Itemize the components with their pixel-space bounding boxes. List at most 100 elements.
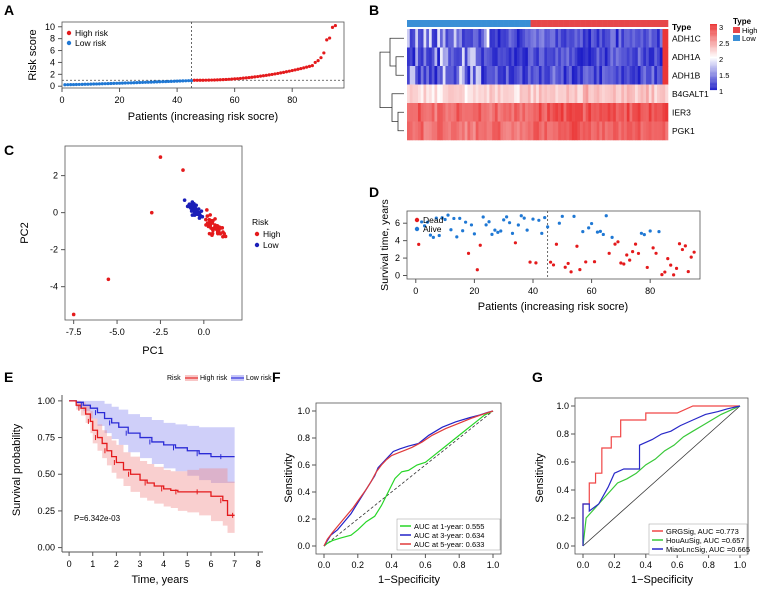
heatmap-cell bbox=[483, 84, 487, 104]
alive-point bbox=[484, 223, 488, 227]
legend-label-dead: Dead bbox=[423, 215, 444, 225]
heatmap-cell bbox=[470, 29, 474, 48]
dead-point bbox=[654, 251, 658, 255]
heatmap-cell bbox=[555, 47, 559, 67]
colorbar-segment bbox=[710, 46, 717, 48]
panel-a-points bbox=[62, 22, 344, 88]
colorbar-segment bbox=[710, 77, 717, 80]
heatmap-cell bbox=[569, 84, 573, 104]
heatmap-cell bbox=[577, 121, 581, 141]
heatmap-cell bbox=[437, 66, 441, 85]
heatmap-cell bbox=[511, 47, 515, 67]
heatmap-cell bbox=[472, 84, 476, 104]
heatmap-cell bbox=[464, 66, 468, 85]
heatmap-cell bbox=[417, 103, 422, 122]
heatmap-cell bbox=[489, 84, 493, 104]
alive-point bbox=[510, 231, 515, 235]
heatmap-cell bbox=[607, 47, 611, 67]
diagonal-reference-line bbox=[582, 405, 741, 547]
high-risk-point bbox=[244, 76, 248, 80]
heatmap-cell bbox=[426, 47, 430, 67]
high-risk-point bbox=[247, 75, 251, 80]
heatmap-cell bbox=[492, 121, 496, 141]
alive-point bbox=[481, 215, 485, 219]
annotation-cell bbox=[481, 20, 485, 27]
low-risk-point bbox=[77, 82, 81, 87]
heatmap-cell bbox=[505, 103, 509, 122]
colorbar-segment bbox=[710, 58, 717, 60]
annotation-cell bbox=[459, 20, 463, 27]
alive-point bbox=[546, 225, 550, 229]
heatmap-cell bbox=[637, 47, 641, 67]
high-risk-point bbox=[273, 72, 277, 76]
annotation-cell bbox=[585, 20, 589, 27]
heatmap-cell bbox=[613, 121, 617, 141]
alive-point bbox=[537, 218, 541, 222]
heatmap-cell bbox=[610, 84, 614, 104]
roc-curve bbox=[323, 410, 494, 547]
heatmap-cell bbox=[604, 29, 608, 48]
high-risk-point bbox=[284, 70, 289, 74]
heatmap-cell bbox=[514, 66, 518, 85]
legend-label: HouAuSig, AUC =0.657 bbox=[666, 536, 745, 545]
dendrogram-branches bbox=[379, 37, 404, 132]
low-risk-point bbox=[189, 78, 194, 83]
heatmap-cell bbox=[585, 66, 589, 85]
heatmap-cell bbox=[607, 29, 611, 48]
low-risk-point bbox=[175, 79, 179, 83]
heatmap-cell bbox=[519, 84, 523, 104]
heatmap-cell bbox=[536, 121, 540, 141]
alive-point bbox=[572, 214, 576, 218]
heatmap-cell bbox=[610, 103, 614, 122]
panel-f: F Sensitivity 1−Specificity 0.0 0.0 0.2 0.2… bbox=[272, 369, 502, 586]
x-tick-label: 40 bbox=[528, 286, 538, 296]
heatmap-cell bbox=[450, 29, 455, 48]
heatmap-cell bbox=[588, 47, 592, 67]
heatmap-cell bbox=[423, 84, 427, 104]
high-risk-point bbox=[221, 78, 225, 82]
heatmap-cell bbox=[588, 103, 592, 122]
high-risk-point bbox=[241, 76, 245, 80]
heatmap-cell bbox=[538, 47, 542, 67]
panel-f-curves bbox=[323, 410, 494, 547]
heatmap-cell bbox=[508, 103, 512, 122]
high-risk-point bbox=[290, 68, 294, 73]
heatmap-cell bbox=[607, 66, 611, 85]
heatmap-cell bbox=[442, 84, 446, 104]
heatmap-cell bbox=[409, 66, 413, 85]
heatmap-cell bbox=[481, 66, 485, 85]
heatmap-cell bbox=[503, 121, 507, 141]
x-tick-label: 3 bbox=[138, 559, 143, 569]
alive-point bbox=[461, 229, 465, 233]
heatmap-legend-label-low: Low bbox=[742, 34, 756, 43]
heatmap-cell bbox=[453, 66, 457, 85]
x-tick-label: 60 bbox=[230, 95, 240, 105]
annotation-cell bbox=[494, 20, 498, 27]
heatmap-cell bbox=[431, 66, 435, 85]
heatmap-cell bbox=[599, 66, 603, 85]
colorbar-segment bbox=[710, 55, 717, 58]
panel-c: C PC2 PC1 -7.5 -5.0 -2.5 0.0 2 0 -2 -4 Risk Hig… bbox=[4, 142, 281, 357]
heatmap-cell bbox=[621, 47, 625, 67]
colorbar-segment bbox=[710, 62, 717, 64]
heatmap-cell bbox=[635, 47, 639, 67]
low-risk-point bbox=[109, 81, 113, 86]
heatmap-cell bbox=[588, 29, 592, 48]
legend-box bbox=[396, 518, 501, 551]
panel-b: B ADH1C ADH1A ADH1B B4GALT1 IER3 PGK1 Type 3 2… bbox=[369, 2, 757, 141]
panel-a: A Risk score Patients (increasing risk s… bbox=[4, 2, 345, 123]
heatmap-cell bbox=[530, 66, 534, 85]
heatmap-cell bbox=[472, 29, 476, 48]
dead-point bbox=[613, 242, 617, 246]
heatmap-cell bbox=[475, 103, 479, 122]
dead-point bbox=[563, 265, 567, 269]
y-tick-label: 0.4 bbox=[556, 485, 569, 495]
heatmap-cell bbox=[602, 121, 606, 141]
heatmap-cell bbox=[486, 103, 490, 122]
heatmap-cell bbox=[629, 66, 633, 85]
heatmap-cell bbox=[566, 121, 570, 141]
colorbar-segment bbox=[710, 29, 717, 31]
heatmap-cell bbox=[461, 47, 465, 67]
heatmap-cell bbox=[516, 29, 520, 48]
annotation-cell bbox=[602, 20, 606, 27]
